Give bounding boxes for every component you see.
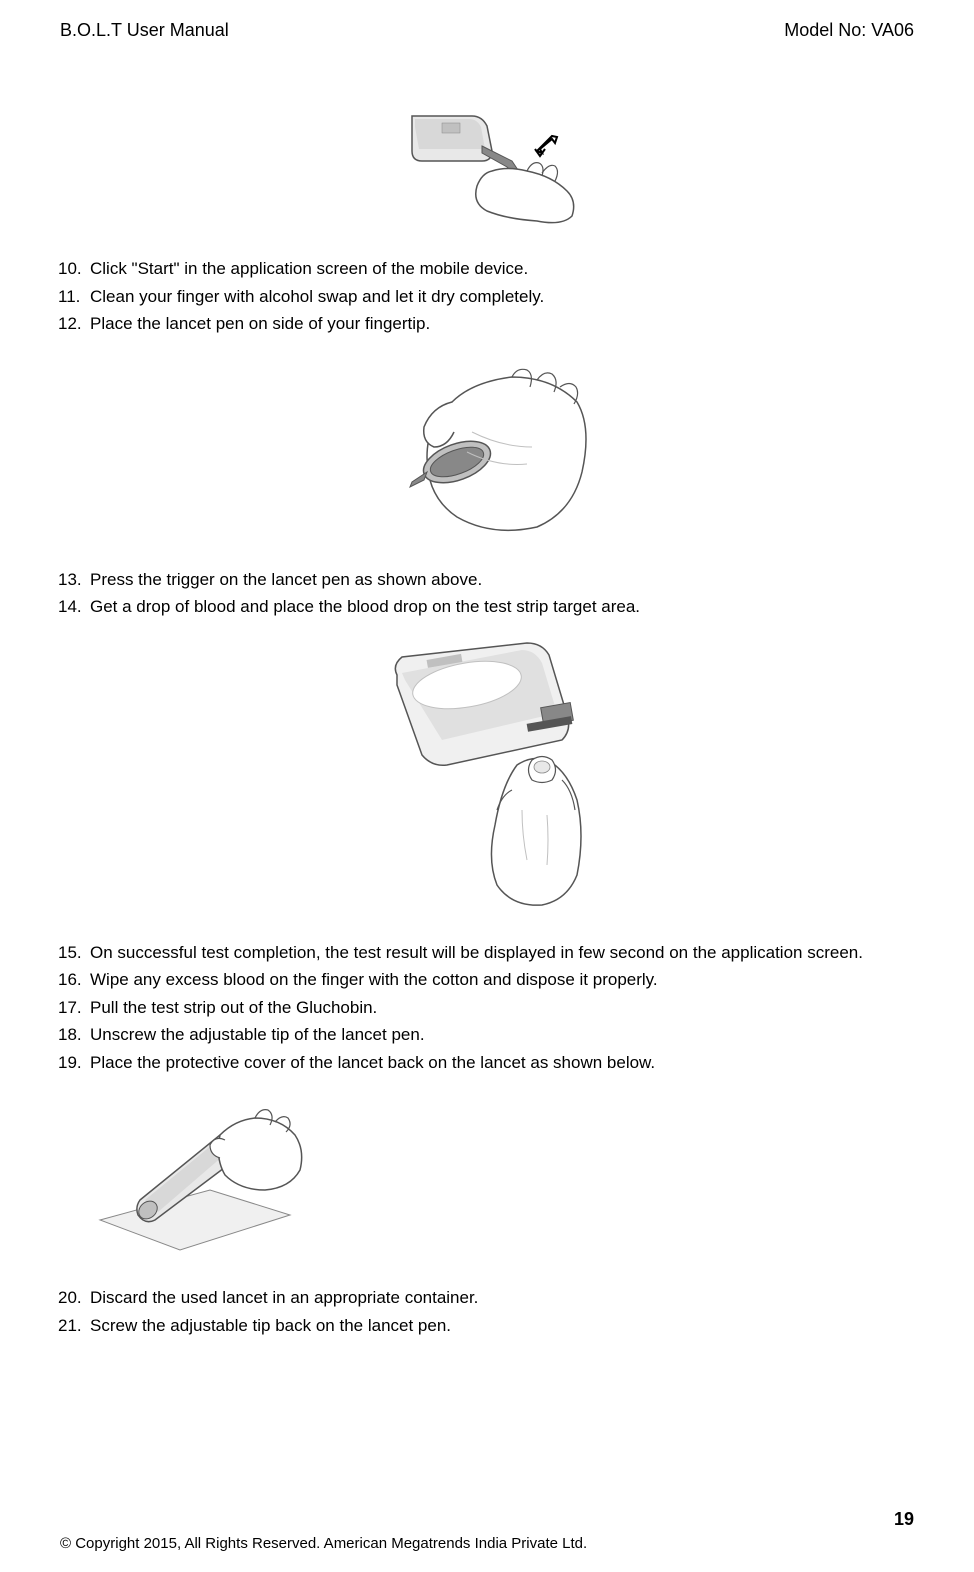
item-text: Pull the test strip out of the Gluchobin…: [90, 998, 377, 1017]
list-item: 19.Place the protective cover of the lan…: [90, 1050, 914, 1076]
figure-lancet-cover: [60, 1090, 914, 1260]
item-num: 15.: [58, 940, 82, 966]
list-item: 20.Discard the used lancet in an appropr…: [90, 1285, 914, 1311]
figure-finger-prick: [60, 352, 914, 542]
list-item: 16.Wipe any excess blood on the finger w…: [90, 967, 914, 993]
list-item: 21.Screw the adjustable tip back on the …: [90, 1313, 914, 1339]
item-num: 13.: [58, 567, 82, 593]
item-num: 19.: [58, 1050, 82, 1076]
list-item: 15.On successful test completion, the te…: [90, 940, 914, 966]
header-left: B.O.L.T User Manual: [60, 20, 229, 41]
item-text: Place the protective cover of the lancet…: [90, 1053, 655, 1072]
instruction-list-2: 13. Press the trigger on the lancet pen a…: [60, 567, 914, 620]
list-item: 17.Pull the test strip out of the Glucho…: [90, 995, 914, 1021]
item-num: 16.: [58, 967, 82, 993]
item-num: 10.: [58, 256, 82, 282]
item-text: Place the lancet pen on side of your fin…: [90, 314, 430, 333]
item-text: Clean your finger with alcohol swap and …: [90, 287, 544, 306]
item-num: 17.: [58, 995, 82, 1021]
instruction-list-4: 20. Discard the used lancet in an appropr…: [60, 1285, 914, 1338]
list-item: 13.Press the trigger on the lancet pen a…: [90, 567, 914, 593]
instruction-list-3: 15. On successful test completion, the te…: [60, 940, 914, 1076]
page-footer: 19 © Copyright 2015, All Rights Reserved…: [0, 1509, 974, 1552]
item-num: 21.: [58, 1313, 82, 1339]
figure-lancet-hand: [60, 91, 914, 231]
list-item: 11.Clean your finger with alcohol swap a…: [90, 284, 914, 310]
instruction-list-1: 10. Click "Start" in the application scre…: [60, 256, 914, 337]
item-text: Screw the adjustable tip back on the lan…: [90, 1316, 451, 1335]
page-number: 19: [60, 1509, 914, 1530]
header-right: Model No: VA06: [784, 20, 914, 41]
list-item: 10.Click "Start" in the application scre…: [90, 256, 914, 282]
item-text: Wipe any excess blood on the finger with…: [90, 970, 658, 989]
item-text: Discard the used lancet in an appropriat…: [90, 1288, 478, 1307]
item-text: Press the trigger on the lancet pen as s…: [90, 570, 482, 589]
item-text: Click "Start" in the application screen …: [90, 259, 528, 278]
page-header: B.O.L.T User Manual Model No: VA06: [60, 20, 914, 41]
copyright-text: © Copyright 2015, All Rights Reserved. A…: [60, 1535, 914, 1552]
item-num: 12.: [58, 311, 82, 337]
item-text: Unscrew the adjustable tip of the lancet…: [90, 1025, 425, 1044]
figure-blood-strip: [60, 635, 914, 915]
item-num: 11.: [58, 284, 80, 310]
item-num: 18.: [58, 1022, 82, 1048]
list-item: 12.Place the lancet pen on side of your …: [90, 311, 914, 337]
page-content: 10. Click "Start" in the application scre…: [60, 91, 914, 1338]
list-item: 18.Unscrew the adjustable tip of the lan…: [90, 1022, 914, 1048]
item-num: 14.: [58, 594, 82, 620]
item-text: Get a drop of blood and place the blood …: [90, 597, 640, 616]
list-item: 14.Get a drop of blood and place the blo…: [90, 594, 914, 620]
item-num: 20.: [58, 1285, 82, 1311]
item-text: On successful test completion, the test …: [90, 943, 863, 962]
